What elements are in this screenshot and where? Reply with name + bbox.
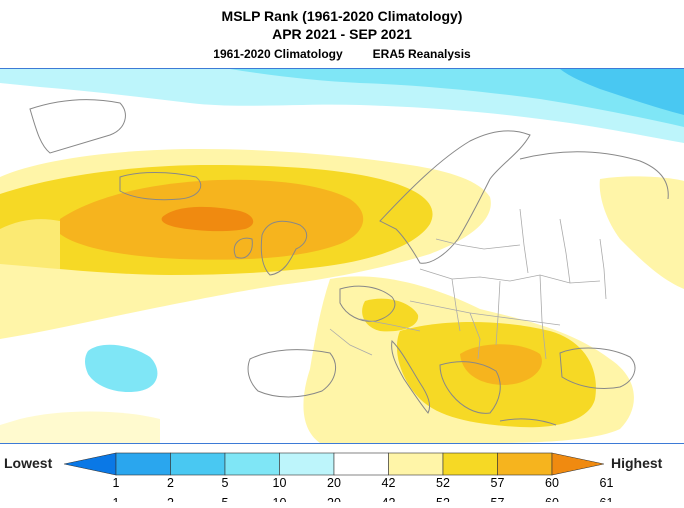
colorbar-cell-2 [170,452,226,476]
low-rank-patch-west [0,411,160,443]
legend-tick-label: 10 [272,476,287,490]
colorbar-cell-3 [224,452,280,476]
map-period: APR 2021 - SEP 2021 [272,26,412,42]
legend-tick-label-lower: 5 [222,490,229,502]
colorbar-cell-5 [333,452,389,476]
high-rank-area-mediterranean [303,276,634,443]
colorbar-cell-4 [279,452,335,476]
rank-colorbar [64,452,604,476]
colorbar-cell-highest [551,452,604,476]
high-rank-area-northeast [599,176,684,289]
legend-tick-label-lower: 10 [273,490,287,502]
legend-lowest-label: Lowest [4,455,53,471]
mslp-rank-map [0,68,684,444]
low-rank-band-north [0,69,684,143]
country-borders [329,208,607,360]
map-title: MSLP Rank (1961-2020 Climatology) [221,8,463,24]
legend-tick-label: 57 [490,476,505,490]
map-subtitle: 1961-2020 Climatology ERA5 Reanalysis [0,47,684,61]
legend-tick-label-lower: 52 [436,490,450,502]
legend-tick-label: 2 [167,476,174,490]
high-rank-area-atlantic [0,149,491,339]
legend-tick-label-lower: 60 [545,490,559,502]
colorbar-cell-1 [115,452,171,476]
legend-tick-label-lower: 42 [382,490,396,502]
colorbar-cell-7 [442,452,498,476]
legend-highest-label: Highest [611,455,663,471]
legend-tick-label: 60 [545,476,559,490]
legend-tick-label-lower: 61 [600,490,614,502]
legend-tick-label-lower: 1 [113,490,120,502]
legend-tick-label: 5 [221,476,229,490]
low-rank-patch-atlantic [85,344,158,393]
coastlines [29,99,669,426]
legend-tick-label: 61 [599,476,614,490]
colorbar-cell-8 [497,452,553,476]
legend-tick-label-lower: 57 [491,490,505,502]
legend-tick-label-lower: 20 [327,490,341,502]
colorbar-cell-6 [388,452,444,476]
legend-tick-label: 52 [436,476,450,490]
subtitle-climatology: 1961-2020 Climatology [213,47,343,61]
legend-tick-label-lower: 2 [167,490,174,502]
legend-tick-label: 20 [327,476,341,490]
colorbar-cell-lowest [64,452,117,476]
legend-tick-label: 1 [112,476,120,490]
legend-tick-label: 42 [381,476,396,490]
subtitle-source: ERA5 Reanalysis [372,47,471,61]
